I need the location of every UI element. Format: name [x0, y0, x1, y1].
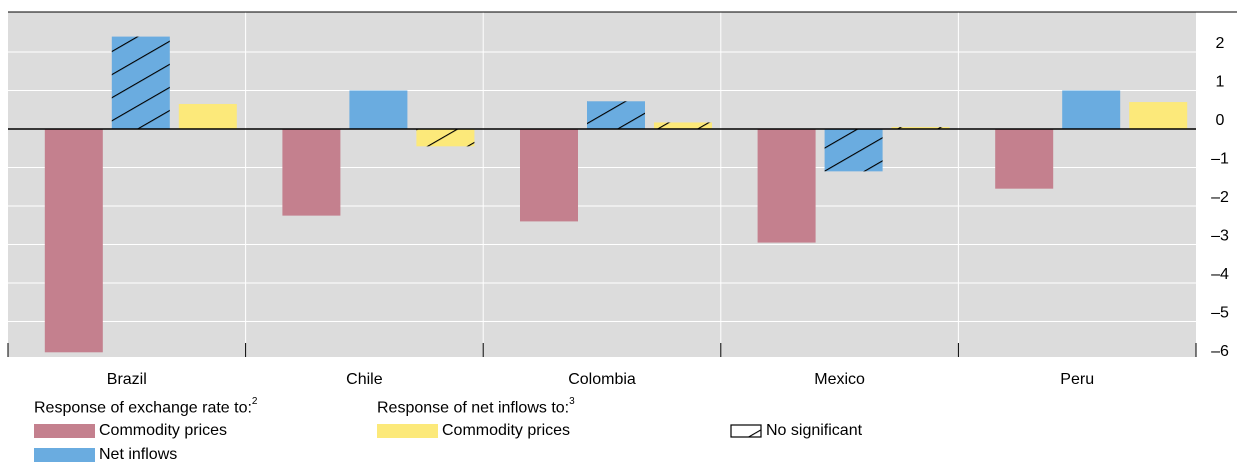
- legend-heading-exchange-rate: Response of exchange rate to:2: [34, 396, 258, 417]
- legend-swatch-exchange-commodity: [34, 424, 95, 438]
- y-tick-label: –1: [1211, 151, 1229, 168]
- bar-hatch: [654, 122, 712, 129]
- y-tick-label: 1: [1216, 74, 1225, 91]
- y-tick-label: –5: [1211, 305, 1229, 322]
- x-tick-label: Brazil: [107, 371, 147, 388]
- legend-heading-net-inflows-text: Response of net inflows to:: [377, 399, 570, 417]
- y-tick-label: 0: [1216, 112, 1225, 129]
- bars: [44, 36, 1188, 353]
- x-tick-labels: Brazil Chile Colombia Mexico Peru: [107, 371, 1094, 388]
- legend-item-exchange-inflows: Net inflows: [34, 446, 177, 464]
- legend-heading-net-inflows: Response of net inflows to:3: [377, 396, 575, 417]
- bar: [995, 129, 1054, 189]
- y-tick-label: –4: [1211, 266, 1229, 283]
- y-tick-label: –3: [1211, 228, 1229, 245]
- grid-lines: [8, 12, 1196, 361]
- x-tick-label: Mexico: [814, 371, 865, 388]
- bar: [178, 103, 237, 129]
- x-tick-label: Chile: [346, 371, 383, 388]
- bar: [520, 129, 578, 222]
- x-tick-label: Peru: [1060, 371, 1094, 388]
- bar: [1129, 102, 1188, 129]
- legend-label-not-significant: No significant: [766, 422, 863, 439]
- legend-item-not-significant: No significant: [730, 422, 862, 440]
- bar: [1062, 90, 1121, 129]
- bar: [282, 129, 341, 216]
- legend-heading-exchange-rate-text: Response of exchange rate to:: [34, 399, 252, 417]
- footnote-marker: 2: [251, 396, 258, 407]
- legend-swatch-hatch: [730, 424, 762, 438]
- legend-label-exchange-commodity: Commodity prices: [99, 422, 228, 439]
- bar-hatch: [416, 129, 475, 147]
- bar-hatch: [891, 127, 950, 129]
- bar: [44, 129, 103, 353]
- legend-item-inflows-commodity: Commodity prices: [377, 422, 570, 440]
- legend-label-inflows-commodity: Commodity prices: [442, 422, 571, 439]
- legend-item-exchange-commodity: Commodity prices: [34, 422, 227, 440]
- y-tick-label: 2: [1216, 35, 1225, 52]
- bar-hatch: [111, 36, 170, 129]
- bar: [349, 90, 408, 129]
- y-tick-labels: 2 1 0 –1 –2 –3 –4 –5 –6: [1211, 35, 1229, 360]
- bar-chart: 2 1 0 –1 –2 –3 –4 –5 –6 Brazil Chile Colombia Mexic…: [7, 11, 1237, 388]
- legend-swatch-exchange-inflows: [34, 448, 95, 462]
- footnote-marker: 3: [569, 396, 575, 407]
- legend-swatch-inflows-commodity: [377, 424, 438, 438]
- bar-hatch: [824, 129, 883, 172]
- x-tick-label: Colombia: [568, 371, 636, 388]
- legend-label-exchange-inflows: Net inflows: [99, 446, 178, 463]
- y-tick-label: –2: [1211, 189, 1229, 206]
- y-tick-label: –6: [1211, 343, 1229, 360]
- axes: [7, 11, 1237, 357]
- bar: [757, 129, 816, 243]
- bar-hatch: [587, 101, 645, 129]
